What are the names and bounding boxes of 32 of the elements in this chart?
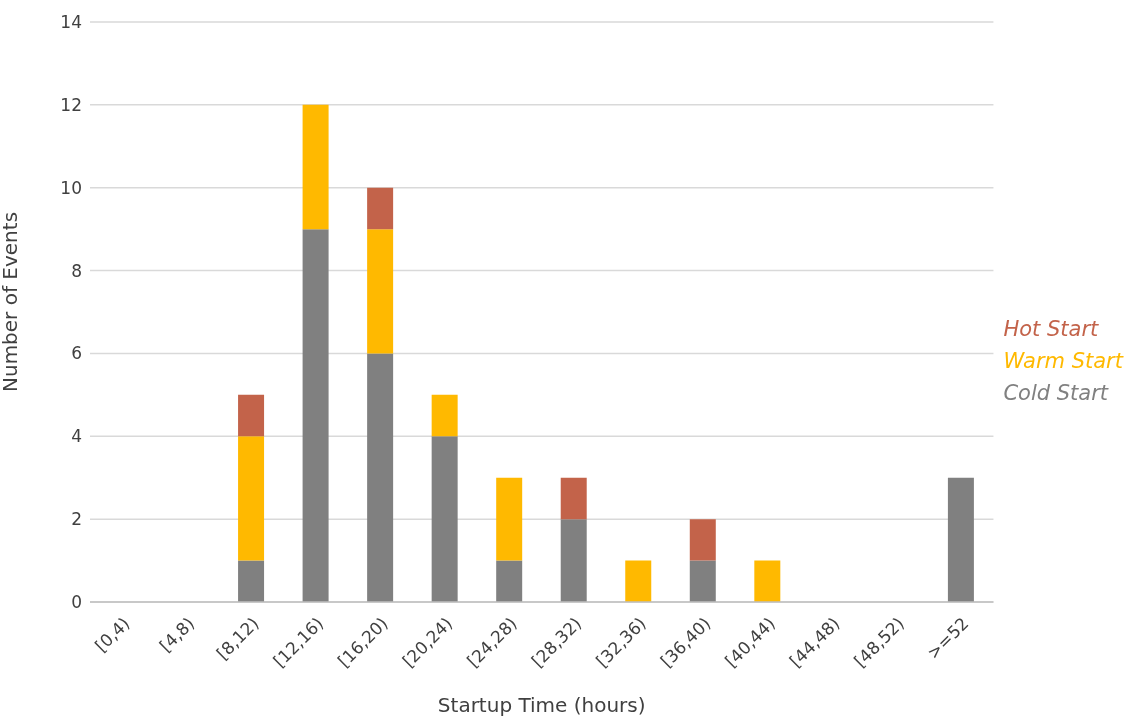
y-tick-label: 8 <box>71 260 82 281</box>
x-axis-title: Startup Time (hours) <box>437 693 646 717</box>
bar <box>367 187 394 230</box>
bar <box>689 519 716 561</box>
y-tick-label: 0 <box>71 592 82 613</box>
y-tick-label: 10 <box>60 177 82 198</box>
bar <box>754 560 781 602</box>
bar <box>238 560 265 602</box>
bar <box>496 560 523 602</box>
bar <box>302 229 329 602</box>
bar <box>367 229 394 354</box>
bar <box>302 104 329 230</box>
y-tick-label: 6 <box>71 343 82 364</box>
bar <box>560 477 587 520</box>
bar <box>689 560 716 602</box>
bar <box>625 560 652 602</box>
y-tick-label: 14 <box>60 12 82 33</box>
bar <box>431 436 458 602</box>
y-tick-label: 4 <box>71 426 82 447</box>
bar <box>947 477 974 602</box>
bar <box>496 477 523 561</box>
text: Warm Start <box>1003 348 1123 375</box>
bar <box>431 394 458 437</box>
bar <box>367 353 394 602</box>
y-tick-label: 12 <box>60 94 82 115</box>
text: Hot Start <box>1003 316 1100 343</box>
bar <box>238 436 265 561</box>
bar <box>560 519 587 602</box>
y-tick-label: 2 <box>71 509 82 530</box>
bar <box>238 394 265 437</box>
text: Cold Start <box>1003 380 1110 407</box>
y-axis-title: Number of Events <box>0 211 23 392</box>
